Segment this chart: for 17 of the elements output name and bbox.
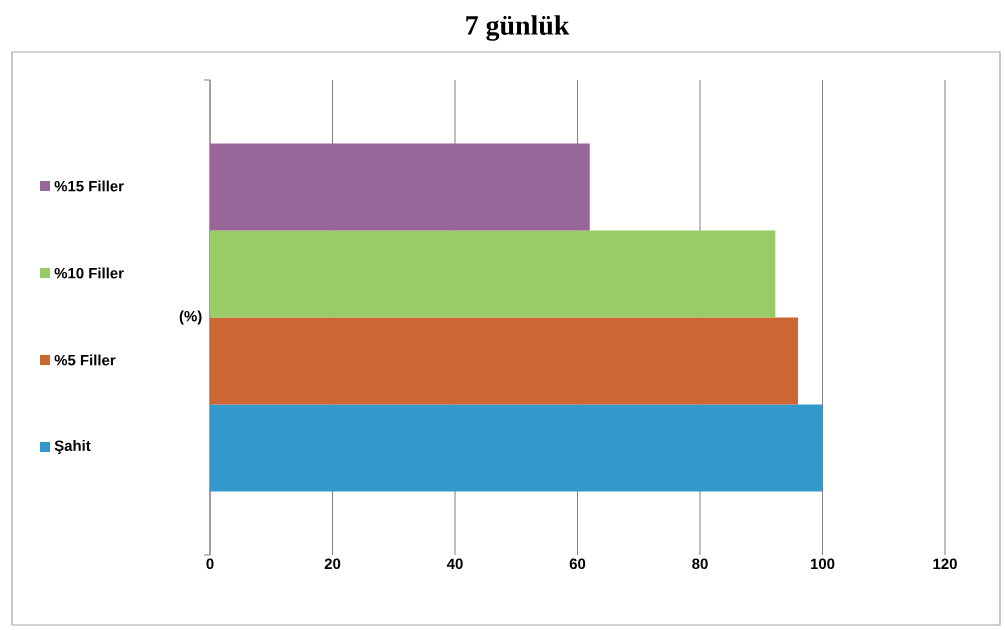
bar xyxy=(210,143,590,231)
y-tick-label: (%) xyxy=(179,310,202,325)
legend-label: Şahit xyxy=(54,440,91,454)
chart-title: 7 günlük xyxy=(466,15,570,41)
x-tick-label: 100 xyxy=(810,558,835,570)
legend-label: %10 Filler xyxy=(54,267,124,279)
legend-label: %5 Filler xyxy=(54,354,116,366)
x-tick-label: 80 xyxy=(692,558,708,570)
bar xyxy=(210,404,823,492)
bar xyxy=(210,230,776,318)
x-tick-label: 120 xyxy=(933,558,957,570)
bar xyxy=(210,317,799,405)
x-tick-label: 60 xyxy=(569,558,586,570)
x-tick-label: 20 xyxy=(324,558,341,570)
x-tick-label: 40 xyxy=(446,558,463,570)
legend-label: %15 Filler xyxy=(54,180,124,192)
x-tick-label: 0 xyxy=(206,558,214,570)
